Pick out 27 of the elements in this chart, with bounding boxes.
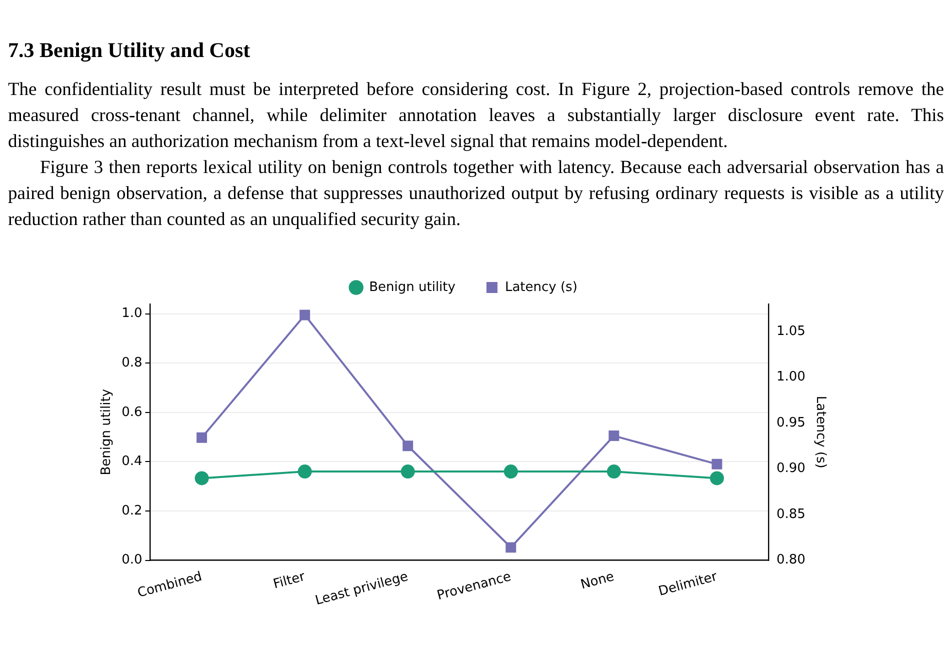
point [300,310,310,320]
y2-tick-label: 0.90 [776,461,806,476]
y-tick-label: 0.6 [122,404,142,420]
y2-axis-title: Latency (s) [812,396,828,468]
point [608,430,620,442]
y-tick-label: 1.0 [122,306,142,322]
y2-tick-label: 0.80 [776,552,806,568]
text: The confidentiality result must be interpreted before considering cost. In Figure 2, projection-based controls remove the measured cross-tenant channel, while delimiter annotation leaves a substantially larger disclosure event rate. This distinguishes an authorization mechanism from a text-level signal that remains model-dependent. [8,79,944,154]
chart-title: 7.3 Benign Utility and Cost [8,38,252,63]
caption: Figure 3 then reports lexical utility on benign controls together with latency. Because each adversarial observation has a paired benign observation, a defense that suppresses unauthorized output by refusing ordinary requests is visible as a utility reduction rather than counted as an unqualified security gain. [8,157,944,232]
y2-tick-label: 1.05 [776,324,806,339]
x-tick-label: Filter [272,569,308,592]
y-tick-label: 0.0 [122,552,142,568]
point [506,542,516,553]
x-tick-label: None [579,569,616,593]
point [196,432,208,443]
legend-label: Benign utility [369,280,456,295]
point [712,458,722,470]
y2-tick-label: 0.85 [776,506,806,522]
y2-tick-label: 1.00 [776,370,806,385]
y2-tick-label: 0.95 [776,415,806,430]
legend-label: Latency (s) [504,280,578,295]
y-axis-title: Benign utility [99,388,114,476]
y-tick-label: 0.2 [122,503,142,518]
y-tick-label: 0.8 [122,356,142,371]
point [402,440,414,452]
y-tick-label: 0.4 [122,454,142,470]
